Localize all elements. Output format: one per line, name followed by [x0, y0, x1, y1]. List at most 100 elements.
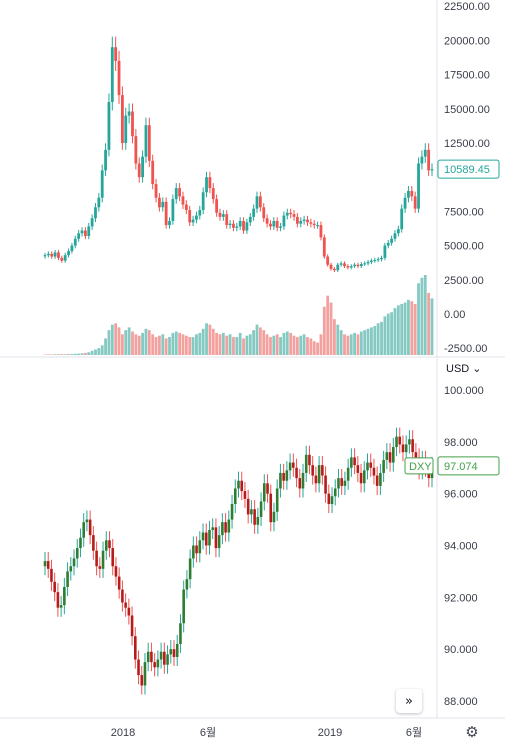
candle-body	[393, 233, 397, 239]
candle-body	[73, 238, 77, 246]
volume-bar	[168, 337, 171, 355]
candle-body	[205, 177, 208, 193]
volume-bar	[255, 324, 259, 355]
volume-bar	[60, 354, 64, 355]
candle-body	[225, 214, 229, 226]
candle-body	[233, 488, 237, 505]
candle-body	[100, 170, 104, 198]
candle-body	[336, 264, 340, 271]
volume-bar	[238, 332, 242, 355]
candle-body	[383, 245, 387, 258]
volume-bar	[333, 319, 336, 355]
volume-bar	[151, 334, 155, 355]
candle-body	[373, 259, 377, 261]
candle-body	[372, 467, 376, 476]
candle-body	[385, 452, 389, 460]
volume-bar	[339, 330, 343, 355]
candle-body	[117, 60, 121, 96]
candle-body	[269, 223, 272, 227]
volume-bar	[46, 354, 50, 355]
candle-body	[127, 607, 131, 616]
volume-bar	[43, 354, 47, 355]
volume-bar	[242, 338, 245, 355]
candle-body	[395, 436, 398, 448]
scroll-to-realtime-button[interactable]: »	[396, 689, 422, 713]
candle-body	[181, 196, 185, 205]
volume-bar	[235, 337, 239, 355]
candle-body	[375, 475, 379, 486]
volume-bar	[245, 335, 249, 355]
candle-body	[339, 263, 343, 265]
candle-body	[359, 472, 363, 484]
candle-body	[349, 266, 353, 268]
volume-bar	[188, 337, 192, 355]
candle-body	[85, 519, 89, 523]
volume-bar	[161, 334, 165, 355]
volume-bar	[295, 337, 299, 355]
candle-body	[272, 511, 276, 523]
candle-body	[337, 478, 340, 489]
price-axis-top[interactable]: 22500.00 20000.00 17500.00 15000.00 12500.00…	[437, 1, 500, 355]
candle-body	[324, 475, 327, 494]
volume-bar	[117, 327, 121, 355]
candle-body	[79, 537, 82, 549]
candle-body	[198, 210, 202, 216]
candle-body	[46, 561, 50, 569]
volume-bar	[53, 354, 57, 355]
volume-bar	[366, 328, 370, 355]
settings-gear-icon[interactable]: ⚙	[462, 722, 482, 742]
y-tick-label: 2500.00	[444, 275, 484, 287]
volume-bar	[400, 303, 404, 355]
candle-body	[215, 199, 219, 213]
volume-bar	[262, 330, 266, 355]
candle-body	[137, 659, 140, 676]
currency-selector[interactable]: USD ⌄	[446, 363, 482, 375]
volume-bar	[407, 299, 410, 355]
volume-bar	[100, 345, 104, 355]
volume-bar	[174, 331, 178, 355]
candle-body	[134, 636, 137, 660]
volume-bar	[302, 334, 306, 355]
volume-bar	[417, 283, 420, 355]
candle-body	[98, 566, 102, 569]
price-candles-top	[43, 36, 434, 272]
candle-body	[314, 475, 318, 484]
candle-body	[107, 101, 111, 150]
volume-bar	[343, 334, 346, 355]
candle-body	[214, 527, 218, 549]
candle-body	[275, 488, 279, 512]
time-axis[interactable]: 2018 6월 2019 6월	[111, 726, 422, 739]
candle-body	[396, 229, 400, 234]
candle-body	[227, 519, 231, 533]
candle-body	[134, 136, 138, 164]
volume-bar	[80, 353, 84, 355]
price-axis-bottom[interactable]: 100.000 98.000 96.000 94.000 92.000 90.000 88.…	[404, 385, 500, 708]
candle-body	[326, 256, 330, 265]
candle-body	[417, 163, 420, 209]
candle-body	[208, 177, 212, 189]
volume-bar	[228, 334, 232, 355]
candle-body	[201, 192, 205, 211]
candle-body	[151, 160, 155, 185]
volume-bar	[198, 332, 202, 355]
candle-body	[232, 223, 235, 228]
volume-bar	[114, 323, 118, 355]
candle-body	[124, 115, 128, 143]
candle-body	[311, 465, 314, 476]
candle-body	[140, 675, 144, 686]
volume-bar	[97, 348, 101, 355]
candle-body	[80, 230, 84, 234]
candle-body	[172, 649, 176, 657]
volume-bar	[195, 334, 198, 355]
volume-bar	[373, 326, 377, 355]
candle-body	[292, 462, 295, 468]
candle-body	[144, 125, 148, 157]
candle-body	[256, 516, 260, 525]
candle-body	[246, 498, 250, 515]
candle-body	[343, 263, 346, 267]
volume-bar	[380, 321, 383, 355]
candle-body	[77, 233, 81, 239]
volume-bar	[420, 277, 424, 355]
candle-body	[188, 558, 192, 580]
